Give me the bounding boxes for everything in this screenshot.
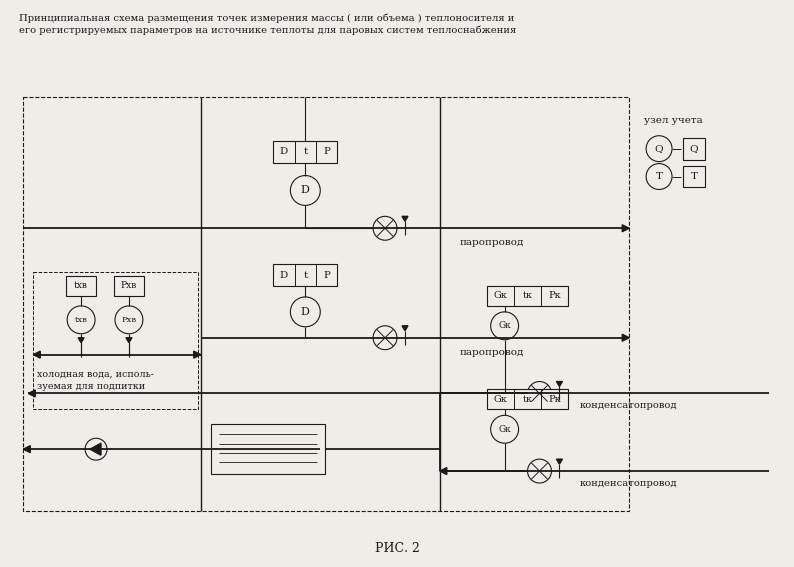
Polygon shape bbox=[402, 326, 408, 331]
Polygon shape bbox=[440, 468, 447, 475]
Text: tк: tк bbox=[522, 395, 533, 404]
Text: конденсатопровод: конденсатопровод bbox=[580, 479, 676, 488]
Polygon shape bbox=[622, 335, 629, 341]
Text: P: P bbox=[323, 270, 330, 280]
Circle shape bbox=[291, 176, 320, 205]
Bar bbox=[210, 424, 326, 474]
Bar bbox=[23, 97, 629, 511]
Text: паропровод: паропровод bbox=[460, 348, 524, 357]
Text: D: D bbox=[301, 185, 310, 196]
Polygon shape bbox=[402, 217, 408, 221]
Text: D: D bbox=[301, 307, 310, 317]
Text: tк: tк bbox=[522, 291, 533, 301]
Bar bbox=[273, 264, 337, 286]
Text: Q: Q bbox=[690, 144, 698, 153]
Text: РИС. 2: РИС. 2 bbox=[375, 541, 419, 555]
Bar bbox=[114, 276, 144, 296]
Circle shape bbox=[67, 306, 95, 334]
Bar bbox=[683, 166, 705, 188]
Polygon shape bbox=[23, 446, 30, 452]
Polygon shape bbox=[622, 225, 629, 232]
Text: T: T bbox=[691, 172, 697, 181]
Text: tхв: tхв bbox=[74, 281, 88, 290]
Text: Gк: Gк bbox=[499, 425, 511, 434]
Text: зуемая для подпитки: зуемая для подпитки bbox=[37, 382, 145, 391]
Circle shape bbox=[291, 297, 320, 327]
Text: tхв: tхв bbox=[75, 316, 87, 324]
Circle shape bbox=[85, 438, 107, 460]
Polygon shape bbox=[90, 443, 101, 455]
Bar bbox=[487, 390, 569, 409]
Bar bbox=[66, 276, 96, 296]
Circle shape bbox=[491, 416, 518, 443]
Text: его регистрируемых параметров на источнике теплоты для паровых систем теплоснабж: его регистрируемых параметров на источни… bbox=[19, 26, 517, 35]
Bar bbox=[273, 141, 337, 163]
Circle shape bbox=[373, 217, 397, 240]
Text: узел учета: узел учета bbox=[644, 116, 703, 125]
Text: D: D bbox=[280, 147, 288, 156]
Circle shape bbox=[373, 326, 397, 350]
Text: Pхв: Pхв bbox=[121, 281, 137, 290]
Text: P: P bbox=[323, 147, 330, 156]
Text: холодная вода, исполь-: холодная вода, исполь- bbox=[37, 370, 154, 379]
Text: T: T bbox=[656, 172, 662, 181]
Text: Принципиальная схема размещения точек измерения массы ( или объема ) теплоносите: Принципиальная схема размещения точек из… bbox=[19, 14, 515, 23]
Bar bbox=[487, 286, 569, 306]
Polygon shape bbox=[126, 338, 132, 342]
Circle shape bbox=[646, 136, 672, 162]
Text: t: t bbox=[303, 147, 307, 156]
Text: конденсатопровод: конденсатопровод bbox=[580, 401, 676, 411]
Bar bbox=[33, 272, 198, 409]
Text: паропровод: паропровод bbox=[460, 238, 524, 247]
Polygon shape bbox=[194, 351, 201, 358]
Text: Gк: Gк bbox=[493, 395, 507, 404]
Text: Gк: Gк bbox=[493, 291, 507, 301]
Circle shape bbox=[491, 312, 518, 340]
Circle shape bbox=[115, 306, 143, 334]
Text: Q: Q bbox=[655, 144, 664, 153]
Polygon shape bbox=[29, 390, 35, 397]
Polygon shape bbox=[78, 338, 84, 342]
Polygon shape bbox=[557, 382, 562, 387]
Bar bbox=[683, 138, 705, 159]
Text: Gк: Gк bbox=[499, 321, 511, 331]
Text: Pк: Pк bbox=[549, 291, 561, 301]
Text: D: D bbox=[280, 270, 288, 280]
Polygon shape bbox=[33, 351, 40, 358]
Circle shape bbox=[527, 382, 552, 405]
Text: t: t bbox=[303, 270, 307, 280]
Polygon shape bbox=[557, 459, 562, 464]
Circle shape bbox=[646, 164, 672, 189]
Text: Pк: Pк bbox=[549, 395, 561, 404]
Text: Pхв: Pхв bbox=[121, 316, 137, 324]
Circle shape bbox=[527, 459, 552, 483]
